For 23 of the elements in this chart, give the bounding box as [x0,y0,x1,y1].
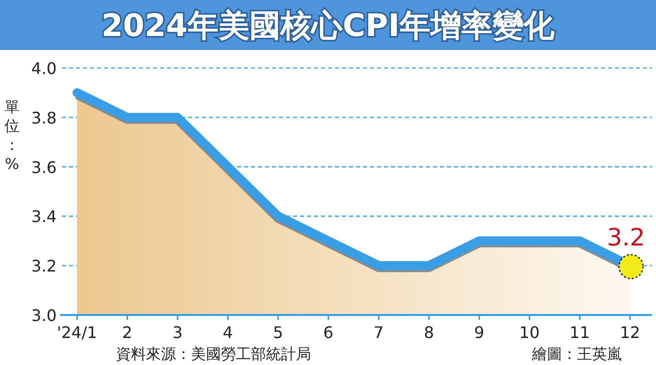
x-tick-label: 4 [222,323,233,342]
y-tick-label: 3.2 [31,256,57,276]
y-tick-label: 3.8 [31,108,57,128]
x-tick-label: 11 [570,323,590,342]
annotation: 3.2 [606,224,646,252]
chart-title: 2024年美國核心CPI年增率變化 [101,8,556,44]
text: 繪圖：王英嵐 [531,345,622,363]
y-axis-title: 單位：% [4,98,20,173]
x-tick-label: 3 [172,323,183,342]
x-tick-label: '24/1 [56,323,98,342]
x-tick-label: 2 [122,323,132,342]
y-tick-label: 3.4 [31,207,57,226]
x-tick-label: 10 [519,323,540,342]
x-tick-label: 12 [620,323,640,342]
x-tick-label: 8 [424,323,434,342]
source-note: 資料來源：美國勞工部統計局 [116,345,311,363]
y-tick-label: 3.6 [31,158,57,177]
y-tick-label: 4.0 [31,59,57,78]
x-tick-label: 5 [272,323,284,342]
x-tick-label: 7 [374,323,384,342]
x-tick-label: 9 [474,323,484,342]
x-tick-label: 6 [323,323,334,342]
y-tick-label: 3.0 [31,306,57,325]
